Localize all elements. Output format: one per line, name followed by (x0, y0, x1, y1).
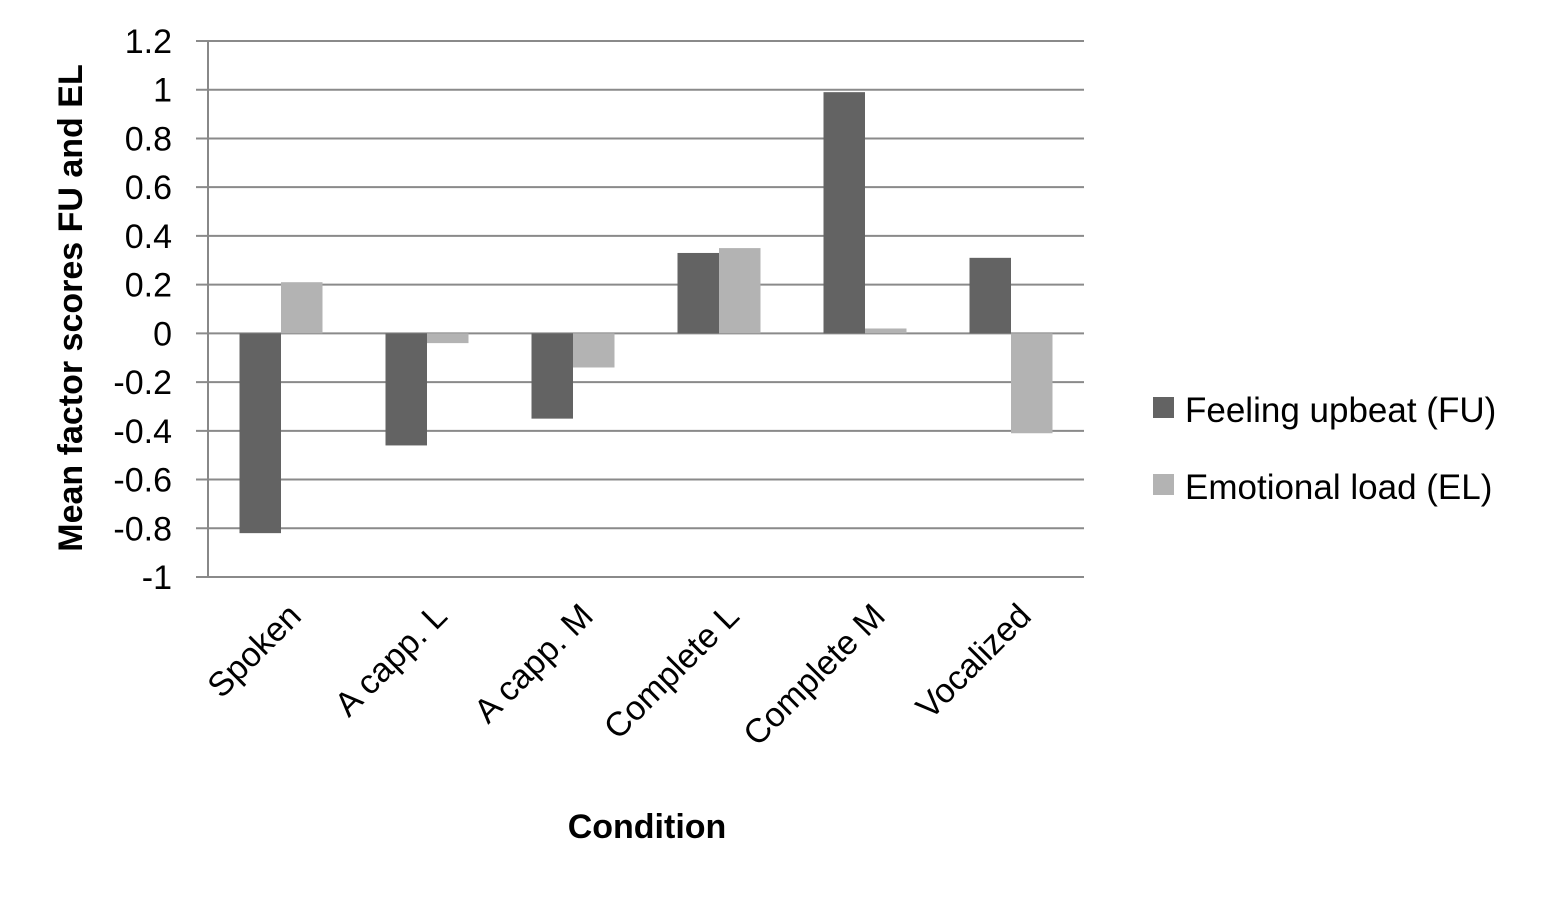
y-tick-label: -0.4 (113, 413, 172, 451)
bar-fu (823, 92, 865, 334)
bar-el (1011, 333, 1053, 434)
y-tick-label: -0.2 (113, 364, 172, 402)
y-tick-label: -0.8 (113, 510, 172, 548)
x-tick-label: A capp. M (467, 597, 601, 731)
x-tick-label: Spoken (200, 597, 308, 705)
bar-fu (969, 257, 1011, 334)
x-tick-label: Vocalized (909, 597, 1039, 727)
bar-fu (385, 333, 427, 446)
y-tick-label: -1 (142, 559, 172, 597)
y-tick-label: 0.8 (125, 120, 172, 158)
y-tick-label: 0.4 (125, 218, 172, 256)
gridlines (196, 40, 1084, 578)
legend-label: Feeling upbeat (FU) (1185, 391, 1496, 430)
x-axis-title: Condition (568, 808, 727, 846)
y-tick-label: 1 (153, 72, 172, 110)
bar-el (281, 282, 323, 334)
bar-el (573, 333, 615, 368)
legend: Feeling upbeat (FU) Emotional load (EL) (1153, 391, 1496, 507)
y-tick-label: 1.2 (125, 23, 172, 61)
bar-fu (531, 333, 573, 419)
bar-el (865, 328, 907, 334)
bar-fu (239, 333, 281, 534)
bars (239, 92, 1053, 534)
y-tick-label: -0.6 (113, 462, 172, 500)
y-tick-label: 0.6 (125, 169, 172, 207)
bar-fu (677, 252, 719, 334)
legend-swatch (1153, 397, 1174, 418)
bar-el (427, 333, 469, 344)
x-tick-label: A capp. L (328, 597, 455, 724)
x-tick-label: Complete M (736, 597, 892, 753)
y-tick-label: 0.2 (125, 267, 172, 305)
y-tick-label: 0 (153, 315, 172, 353)
bar-el (719, 248, 761, 334)
y-axis-title: Mean factor scores FU and EL (52, 64, 90, 551)
legend-swatch (1153, 474, 1174, 495)
x-tick-label: Complete L (597, 597, 747, 747)
y-tick-labels: 1.2 1 0.8 0.6 0.4 0.2 0 -0.2 -0.4 -0.6 -0.8 -1 (113, 23, 172, 597)
legend-label: Emotional load (EL) (1185, 468, 1492, 507)
